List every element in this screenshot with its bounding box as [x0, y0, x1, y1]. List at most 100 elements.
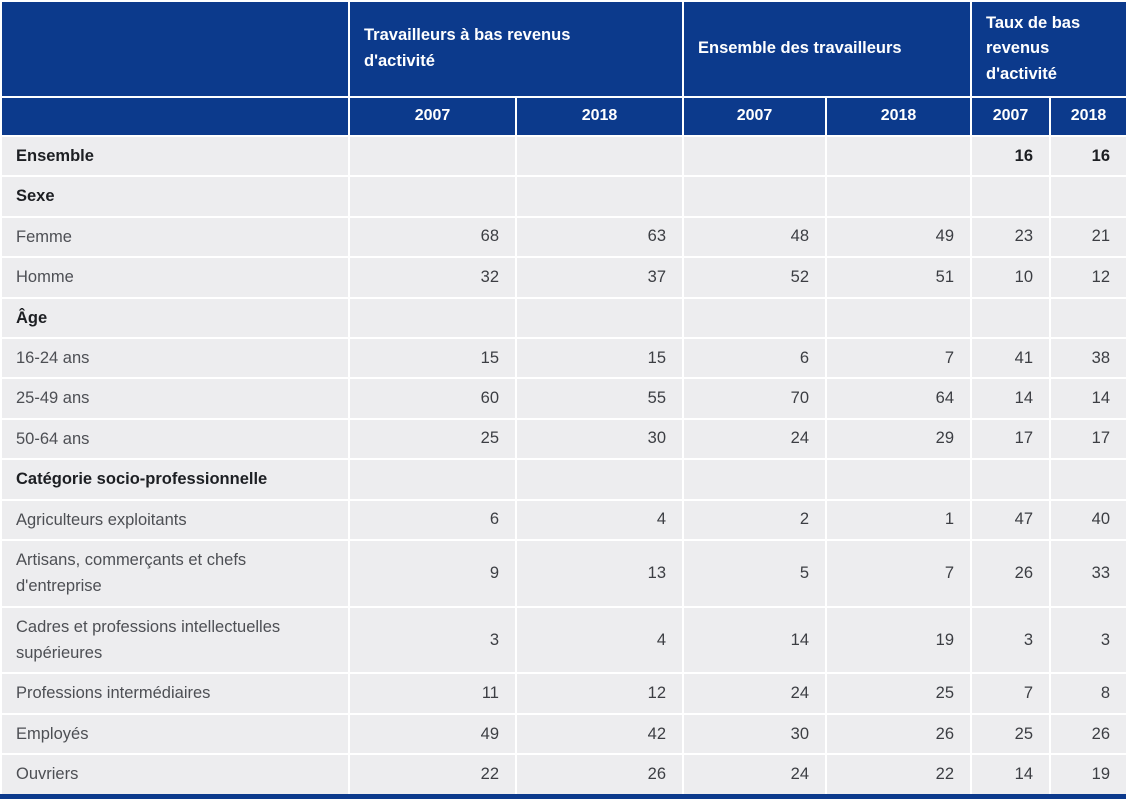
value-cell	[348, 458, 517, 501]
value-cell: 1	[824, 498, 973, 541]
header-year-row: 2007 2018 2007 2018 2007 2018	[0, 96, 1126, 137]
value-cell: 12	[515, 672, 684, 715]
value-cell: 26	[970, 538, 1052, 608]
value-cell: 29	[824, 417, 973, 461]
value-cell: 14	[970, 377, 1052, 420]
year-header: 2007	[682, 96, 827, 137]
value-cell: 68	[348, 215, 517, 259]
value-cell: 8	[1049, 672, 1126, 715]
row-age: Âge	[0, 296, 1126, 339]
value-cell: 25	[970, 712, 1052, 756]
row-agriculteurs-exploitants: Agriculteurs exploitants 6 4 2 1 47 40	[0, 498, 1126, 541]
value-cell	[515, 296, 684, 339]
value-cell: 9	[348, 538, 517, 608]
value-cell: 19	[1049, 753, 1126, 798]
value-cell: 14	[970, 753, 1052, 798]
value-cell	[515, 458, 684, 501]
value-cell: 41	[970, 336, 1052, 380]
row-label: Femme	[0, 215, 350, 259]
row-cadres-professions-intellectuelles: Cadres et professions intellectuelles su…	[0, 605, 1126, 675]
value-cell: 22	[824, 753, 973, 798]
value-cell: 3	[970, 605, 1052, 675]
row-artisans-commercants-chefs-entreprise: Artisans, commerçants et chefs d'entrepr…	[0, 538, 1126, 608]
row-employes: Employés 49 42 30 26 25 26	[0, 712, 1126, 756]
value-cell	[348, 134, 517, 178]
value-cell: 32	[348, 256, 517, 299]
row-femme: Femme 68 63 48 49 23 21	[0, 215, 1126, 259]
value-cell: 16	[1049, 134, 1126, 178]
value-cell	[970, 296, 1052, 339]
value-cell: 4	[515, 498, 684, 541]
year-header: 2007	[348, 96, 517, 137]
value-cell: 21	[1049, 215, 1126, 259]
value-cell: 30	[515, 417, 684, 461]
column-group-label: Ensemble des travailleurs	[698, 39, 902, 58]
value-cell	[970, 458, 1052, 501]
column-group-all-workers: Ensemble des travailleurs	[681, 0, 973, 98]
value-cell: 26	[1049, 712, 1126, 756]
value-cell: 55	[515, 377, 684, 420]
value-cell: 49	[348, 712, 517, 756]
row-sexe: Sexe	[0, 175, 1126, 218]
value-cell	[682, 296, 827, 339]
row-label: Professions intermédiaires	[0, 672, 350, 715]
value-cell: 17	[1049, 417, 1126, 461]
value-cell: 48	[682, 215, 827, 259]
row-label: Homme	[0, 256, 350, 299]
value-cell: 2	[682, 498, 827, 541]
value-cell: 10	[970, 256, 1052, 299]
value-cell: 63	[515, 215, 684, 259]
value-cell: 11	[348, 672, 517, 715]
value-cell: 64	[824, 377, 973, 420]
row-label: Ouvriers	[0, 753, 350, 798]
value-cell	[824, 458, 973, 501]
value-cell: 49	[824, 215, 973, 259]
row-label: 25-49 ans	[0, 377, 350, 420]
value-cell: 33	[1049, 538, 1126, 608]
value-cell	[824, 296, 973, 339]
value-cell: 15	[348, 336, 517, 380]
year-header: 2007	[970, 96, 1052, 137]
value-cell	[348, 296, 517, 339]
value-cell: 40	[1049, 498, 1126, 541]
column-group-label: Taux de bas revenus d'activité	[986, 13, 1081, 83]
value-cell	[970, 175, 1052, 218]
value-cell: 24	[682, 753, 827, 798]
value-cell: 7	[824, 538, 973, 608]
row-50-64-ans: 50-64 ans 25 30 24 29 17 17	[0, 417, 1126, 461]
row-label: Catégorie socio-professionnelle	[0, 458, 350, 501]
value-cell: 6	[348, 498, 517, 541]
value-cell	[348, 175, 517, 218]
row-label: Cadres et professions intellectuelles su…	[0, 605, 350, 675]
row-16-24-ans: 16-24 ans 15 15 6 7 41 38	[0, 336, 1126, 380]
column-group-label: Travailleurs à bas revenus d'activité	[364, 26, 571, 70]
value-cell: 17	[970, 417, 1052, 461]
row-label: 16-24 ans	[0, 336, 350, 380]
value-cell: 47	[970, 498, 1052, 541]
row-homme: Homme 32 37 52 51 10 12	[0, 256, 1126, 299]
value-cell: 52	[682, 256, 827, 299]
value-cell: 5	[682, 538, 827, 608]
value-cell	[824, 175, 973, 218]
value-cell: 16	[970, 134, 1052, 178]
row-25-49-ans: 25-49 ans 60 55 70 64 14 14	[0, 377, 1126, 420]
value-cell: 15	[515, 336, 684, 380]
row-ouvriers: Ouvriers 22 26 24 22 14 19	[0, 753, 1126, 798]
row-label: Âge	[0, 296, 350, 339]
row-label: 50-64 ans	[0, 417, 350, 461]
row-ensemble: Ensemble 16 16	[0, 134, 1126, 178]
value-cell	[515, 134, 684, 178]
row-label: Sexe	[0, 175, 350, 218]
value-cell: 30	[682, 712, 827, 756]
value-cell: 24	[682, 672, 827, 715]
value-cell: 26	[824, 712, 973, 756]
value-cell: 42	[515, 712, 684, 756]
row-professions-intermediaires: Professions intermédiaires 11 12 24 25 7…	[0, 672, 1126, 715]
value-cell: 4	[515, 605, 684, 675]
row-label: Agriculteurs exploitants	[0, 498, 350, 541]
value-cell: 3	[348, 605, 517, 675]
value-cell	[682, 458, 827, 501]
year-header: 2018	[824, 96, 973, 137]
